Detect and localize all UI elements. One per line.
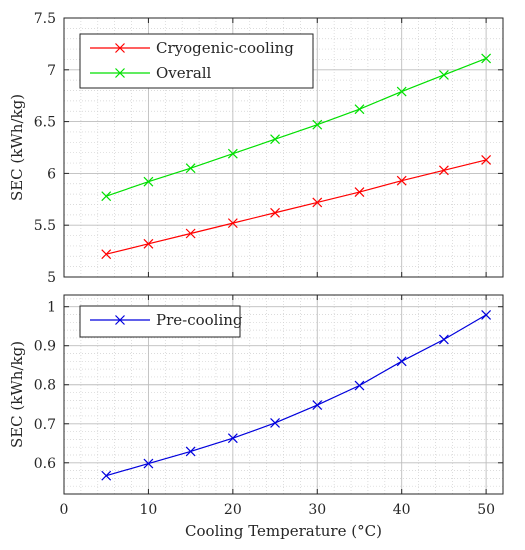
legend-label: Overall bbox=[156, 64, 212, 82]
chart-panel-1: 5 5.5 6 6.5 7 7.5 SEC (kWh/kg) Cryogenic-coolin… bbox=[8, 11, 504, 286]
legend-marker bbox=[115, 315, 125, 325]
data-point bbox=[185, 163, 196, 174]
data-point bbox=[396, 356, 407, 367]
legend-box bbox=[79, 305, 241, 338]
x-tick-label: 10 bbox=[140, 502, 158, 518]
y-tick-label: 0.7 bbox=[34, 417, 56, 433]
data-point bbox=[396, 175, 407, 186]
data-point bbox=[227, 218, 238, 229]
data-point bbox=[438, 70, 449, 80]
data-point bbox=[227, 433, 238, 444]
x-axis-label: Cooling Temperature (°C) bbox=[185, 522, 382, 540]
legend-label: Pre-cooling bbox=[156, 311, 243, 329]
series-line bbox=[106, 159, 487, 255]
series-overall bbox=[101, 53, 492, 202]
data-point bbox=[354, 104, 365, 115]
data-point bbox=[438, 334, 449, 345]
series-pre-cooling bbox=[101, 309, 492, 481]
series-line bbox=[106, 57, 487, 197]
series-cryogenic-cooling bbox=[101, 155, 492, 260]
legend: Cryogenic-cooling Overall bbox=[79, 33, 314, 89]
y-tick-label: 0.6 bbox=[34, 456, 56, 472]
x-tick-label: 0 bbox=[60, 502, 69, 518]
data-point bbox=[143, 176, 154, 187]
legend-entry: Overall bbox=[90, 64, 212, 82]
data-point bbox=[185, 446, 196, 457]
x-tick-label: 50 bbox=[477, 502, 495, 518]
legend: Pre-cooling bbox=[79, 305, 243, 338]
data-point bbox=[101, 191, 112, 202]
x-tick-label: 20 bbox=[224, 502, 242, 518]
x-tick-label: 40 bbox=[393, 502, 411, 518]
data-point bbox=[438, 165, 449, 176]
data-point bbox=[270, 207, 280, 218]
y-tick-label: 6.5 bbox=[34, 115, 56, 131]
legend-box bbox=[79, 33, 314, 89]
y-tick-label: 7.5 bbox=[34, 11, 56, 27]
legend-entry: Pre-cooling bbox=[90, 311, 243, 329]
series-line bbox=[106, 314, 487, 477]
data-point bbox=[143, 238, 154, 249]
data-point bbox=[354, 380, 365, 391]
y-tick-label: 5 bbox=[47, 270, 56, 286]
y-tick-label: 1 bbox=[47, 300, 56, 316]
plot-frame bbox=[63, 294, 504, 495]
y-axis-label: SEC (kWh/kg) bbox=[8, 94, 26, 201]
minor-grid bbox=[64, 18, 503, 277]
data-point bbox=[481, 53, 492, 64]
y-tick-label: 6 bbox=[47, 166, 56, 182]
plot-frame bbox=[63, 17, 504, 278]
y-tick-label: 7 bbox=[47, 63, 56, 79]
y-tick-label: 0.8 bbox=[34, 378, 56, 394]
data-point bbox=[481, 155, 492, 165]
legend-label: Cryogenic-cooling bbox=[156, 39, 294, 57]
legend-marker bbox=[115, 43, 125, 53]
data-point bbox=[270, 134, 280, 145]
data-point bbox=[270, 418, 280, 428]
data-point bbox=[312, 400, 323, 410]
data-point bbox=[101, 470, 112, 481]
data-point bbox=[396, 86, 407, 97]
data-point bbox=[185, 228, 196, 239]
data-point bbox=[312, 197, 323, 208]
x-tick-label: 30 bbox=[308, 502, 326, 518]
data-point bbox=[312, 119, 323, 130]
data-point bbox=[227, 148, 238, 159]
data-point bbox=[354, 187, 365, 197]
legend-marker bbox=[115, 68, 125, 78]
data-point bbox=[143, 458, 154, 469]
y-tick-label: 5.5 bbox=[34, 218, 56, 234]
y-axis-label: SEC (kWh/kg) bbox=[8, 341, 26, 448]
data-point bbox=[481, 309, 492, 320]
data-point bbox=[101, 249, 112, 260]
y-tick-label: 0.9 bbox=[34, 339, 56, 355]
axis-ticks bbox=[63, 295, 503, 494]
legend-entry: Cryogenic-cooling bbox=[90, 39, 294, 57]
